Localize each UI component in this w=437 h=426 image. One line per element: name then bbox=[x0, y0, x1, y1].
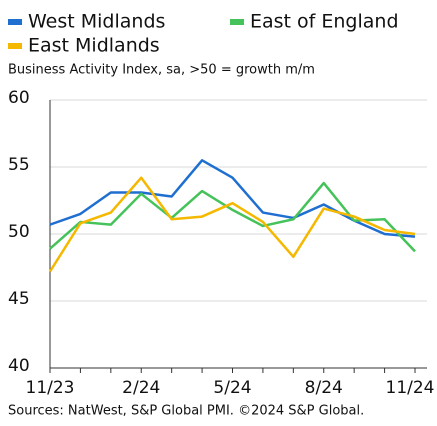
legend-label: East of England bbox=[250, 11, 399, 33]
x-tick-label: 11/24 bbox=[386, 378, 435, 398]
y-tick-label: 60 bbox=[8, 88, 30, 108]
x-tick-label: 11/23 bbox=[26, 378, 75, 398]
x-tick-label: 2/24 bbox=[122, 378, 160, 398]
legend-swatch bbox=[8, 43, 22, 49]
series-line bbox=[48, 176, 416, 273]
y-tick-label: 45 bbox=[8, 289, 30, 309]
y-tick-label: 50 bbox=[8, 222, 30, 242]
y-tick-label: 40 bbox=[8, 356, 30, 376]
legend-label: West Midlands bbox=[28, 11, 165, 33]
x-tick-label: 8/24 bbox=[305, 378, 343, 398]
legend-swatch bbox=[230, 19, 244, 25]
y-tick-label: 55 bbox=[8, 155, 30, 175]
legend-swatch bbox=[8, 19, 22, 25]
x-tick-label: 5/24 bbox=[213, 378, 251, 398]
source-note: Sources: NatWest, S&P Global PMI. ©2024 … bbox=[8, 404, 364, 419]
series-line bbox=[49, 181, 416, 253]
legend-label: East Midlands bbox=[28, 35, 160, 57]
chart-subtitle: Business Activity Index, sa, >50 = growt… bbox=[8, 63, 315, 78]
